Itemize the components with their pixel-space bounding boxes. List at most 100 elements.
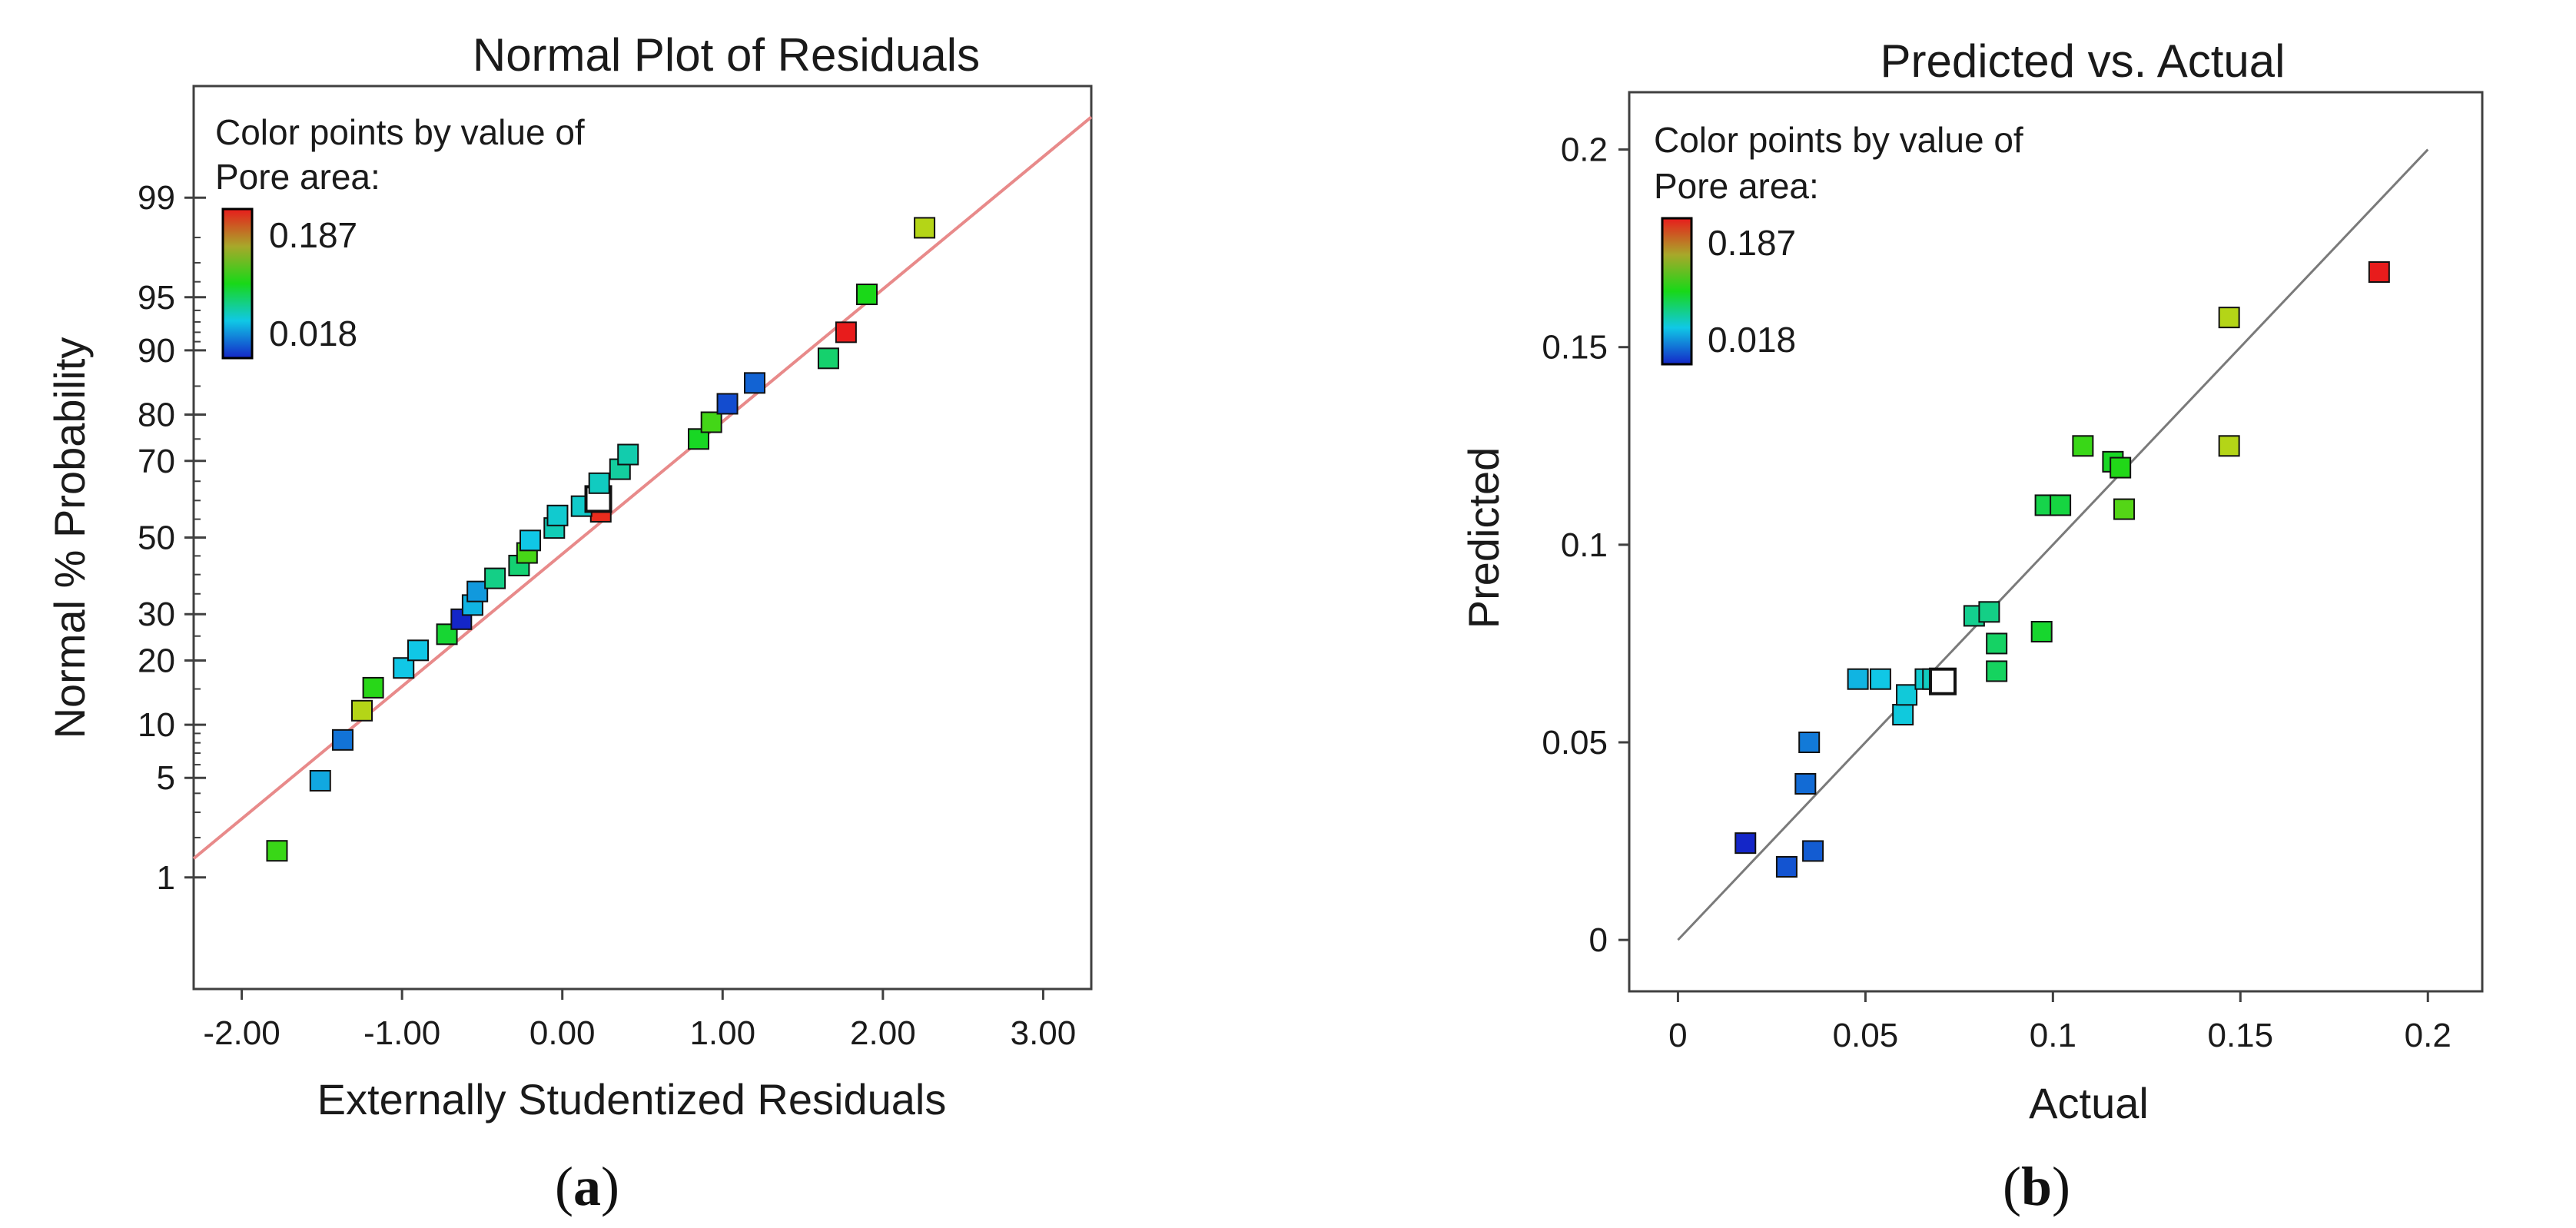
data-point bbox=[1734, 832, 1757, 855]
data-point bbox=[546, 504, 569, 526]
data-point bbox=[588, 472, 610, 494]
y-ticks: 0 0.05 0.1 0.15 0.2 bbox=[1542, 131, 1629, 959]
normal-plot-panel: Normal Plot of Residuals 1 5 10 20 30 50 70 80 9… bbox=[45, 29, 1093, 1217]
data-point bbox=[914, 217, 936, 239]
data-point bbox=[856, 284, 878, 306]
legend-title-line1: Color points by value of bbox=[215, 112, 585, 152]
legend: Color points by value of Pore area: 0.18… bbox=[1654, 120, 2023, 366]
data-point bbox=[351, 699, 373, 722]
x-ticks: 0 0.05 0.1 0.15 0.2 bbox=[1668, 991, 2452, 1054]
data-point bbox=[1892, 704, 1914, 725]
data-point bbox=[362, 676, 384, 699]
data-point bbox=[393, 657, 415, 679]
panel-label-a: (a) bbox=[555, 1156, 619, 1217]
data-point bbox=[1775, 856, 1798, 878]
x-tick-label: 0.1 bbox=[2030, 1017, 2076, 1054]
y-tick-label: 0 bbox=[1589, 921, 1608, 959]
data-point bbox=[1847, 668, 1869, 690]
y-tick-label: 20 bbox=[138, 642, 175, 680]
points bbox=[1734, 261, 2390, 878]
y-tick-label: 10 bbox=[138, 706, 175, 744]
y-tick-label: 1 bbox=[157, 859, 175, 897]
legend-max-label: 0.187 bbox=[1708, 223, 1796, 263]
data-point bbox=[2110, 456, 2132, 479]
x-tick-label: 0.05 bbox=[1833, 1017, 1899, 1054]
legend-title-line2: Pore area: bbox=[215, 157, 380, 197]
data-point bbox=[1928, 667, 1957, 695]
data-point bbox=[744, 372, 765, 394]
colorbar bbox=[221, 207, 254, 360]
data-point bbox=[817, 347, 839, 370]
y-axis-label: Predicted bbox=[1459, 447, 1508, 629]
data-point bbox=[2072, 435, 2094, 457]
data-point bbox=[466, 580, 489, 602]
data-point bbox=[450, 608, 473, 630]
data-point bbox=[2113, 498, 2136, 520]
data-point bbox=[617, 443, 639, 466]
x-tick-label: 0 bbox=[1668, 1017, 1687, 1054]
legend-min-label: 0.018 bbox=[1708, 320, 1796, 360]
legend-min-label: 0.018 bbox=[269, 314, 357, 353]
y-tick-label: 0.1 bbox=[1561, 526, 1608, 564]
data-point bbox=[1978, 601, 2000, 623]
y-tick-label: 90 bbox=[138, 332, 175, 370]
legend-title-line2: Pore area: bbox=[1654, 166, 1819, 206]
x-tick-label: 1.00 bbox=[689, 1014, 755, 1052]
x-tick-label: -1.00 bbox=[363, 1014, 440, 1052]
x-axis-label: Actual bbox=[2029, 1079, 2149, 1127]
x-tick-label: 3.00 bbox=[1011, 1014, 1077, 1052]
data-point bbox=[1986, 660, 2008, 682]
y-tick-label: 0.2 bbox=[1561, 131, 1608, 169]
predicted-vs-actual-panel: Predicted vs. Actual 0 0.05 0.1 0.15 0.2 0 0.… bbox=[1459, 35, 2484, 1217]
x-ticks: -2.00 -1.00 0.00 1.00 2.00 3.00 bbox=[203, 989, 1076, 1052]
panel-label-b: (b) bbox=[2003, 1156, 2070, 1217]
chart-title: Predicted vs. Actual bbox=[1881, 35, 2286, 87]
data-point bbox=[520, 529, 541, 552]
data-point bbox=[266, 840, 288, 862]
data-point bbox=[1986, 632, 2008, 655]
data-point bbox=[2368, 261, 2390, 283]
data-point bbox=[331, 729, 354, 751]
data-point bbox=[1802, 840, 1824, 862]
x-tick-label: -2.00 bbox=[203, 1014, 280, 1052]
y-ticks: 1 5 10 20 30 50 70 80 90 95 99 bbox=[138, 179, 206, 897]
y-axis-label: Normal % Probability bbox=[45, 337, 94, 739]
x-tick-label: 0.15 bbox=[2207, 1017, 2273, 1054]
y-tick-label: 0.05 bbox=[1542, 724, 1608, 762]
y-tick-label: 0.15 bbox=[1542, 329, 1608, 367]
data-point bbox=[1869, 668, 1891, 690]
colorbar bbox=[1661, 217, 1693, 366]
y-tick-label: 70 bbox=[138, 443, 175, 480]
x-tick-label: 2.00 bbox=[850, 1014, 916, 1052]
y-tick-label: 80 bbox=[138, 396, 175, 433]
plot-frame bbox=[192, 85, 1093, 991]
data-point bbox=[484, 567, 506, 589]
data-point bbox=[2050, 494, 2072, 516]
data-point bbox=[2218, 435, 2240, 457]
points bbox=[266, 217, 936, 862]
fit-line bbox=[1677, 148, 2429, 941]
data-point bbox=[1798, 732, 1821, 753]
data-point bbox=[700, 411, 722, 433]
legend: Color points by value of Pore area: 0.18… bbox=[215, 112, 585, 360]
y-tick-label: 30 bbox=[138, 596, 175, 633]
data-point bbox=[1896, 684, 1918, 706]
x-tick-label: 0.00 bbox=[529, 1014, 596, 1052]
data-point bbox=[407, 639, 429, 662]
data-point bbox=[1794, 773, 1817, 795]
x-tick-label: 0.2 bbox=[2405, 1017, 2452, 1054]
y-tick-label: 50 bbox=[138, 519, 175, 557]
data-point bbox=[835, 321, 857, 344]
data-point bbox=[309, 769, 331, 792]
legend-max-label: 0.187 bbox=[269, 215, 357, 255]
legend-title-line1: Color points by value of bbox=[1654, 120, 2023, 160]
data-point bbox=[716, 393, 739, 415]
chart-title: Normal Plot of Residuals bbox=[473, 29, 980, 81]
data-point bbox=[2030, 621, 2053, 642]
y-tick-label: 95 bbox=[138, 279, 175, 317]
y-tick-label: 5 bbox=[157, 759, 175, 797]
data-point bbox=[2218, 307, 2240, 329]
x-axis-label: Externally Studentized Residuals bbox=[317, 1075, 947, 1123]
y-tick-label: 99 bbox=[138, 179, 175, 217]
